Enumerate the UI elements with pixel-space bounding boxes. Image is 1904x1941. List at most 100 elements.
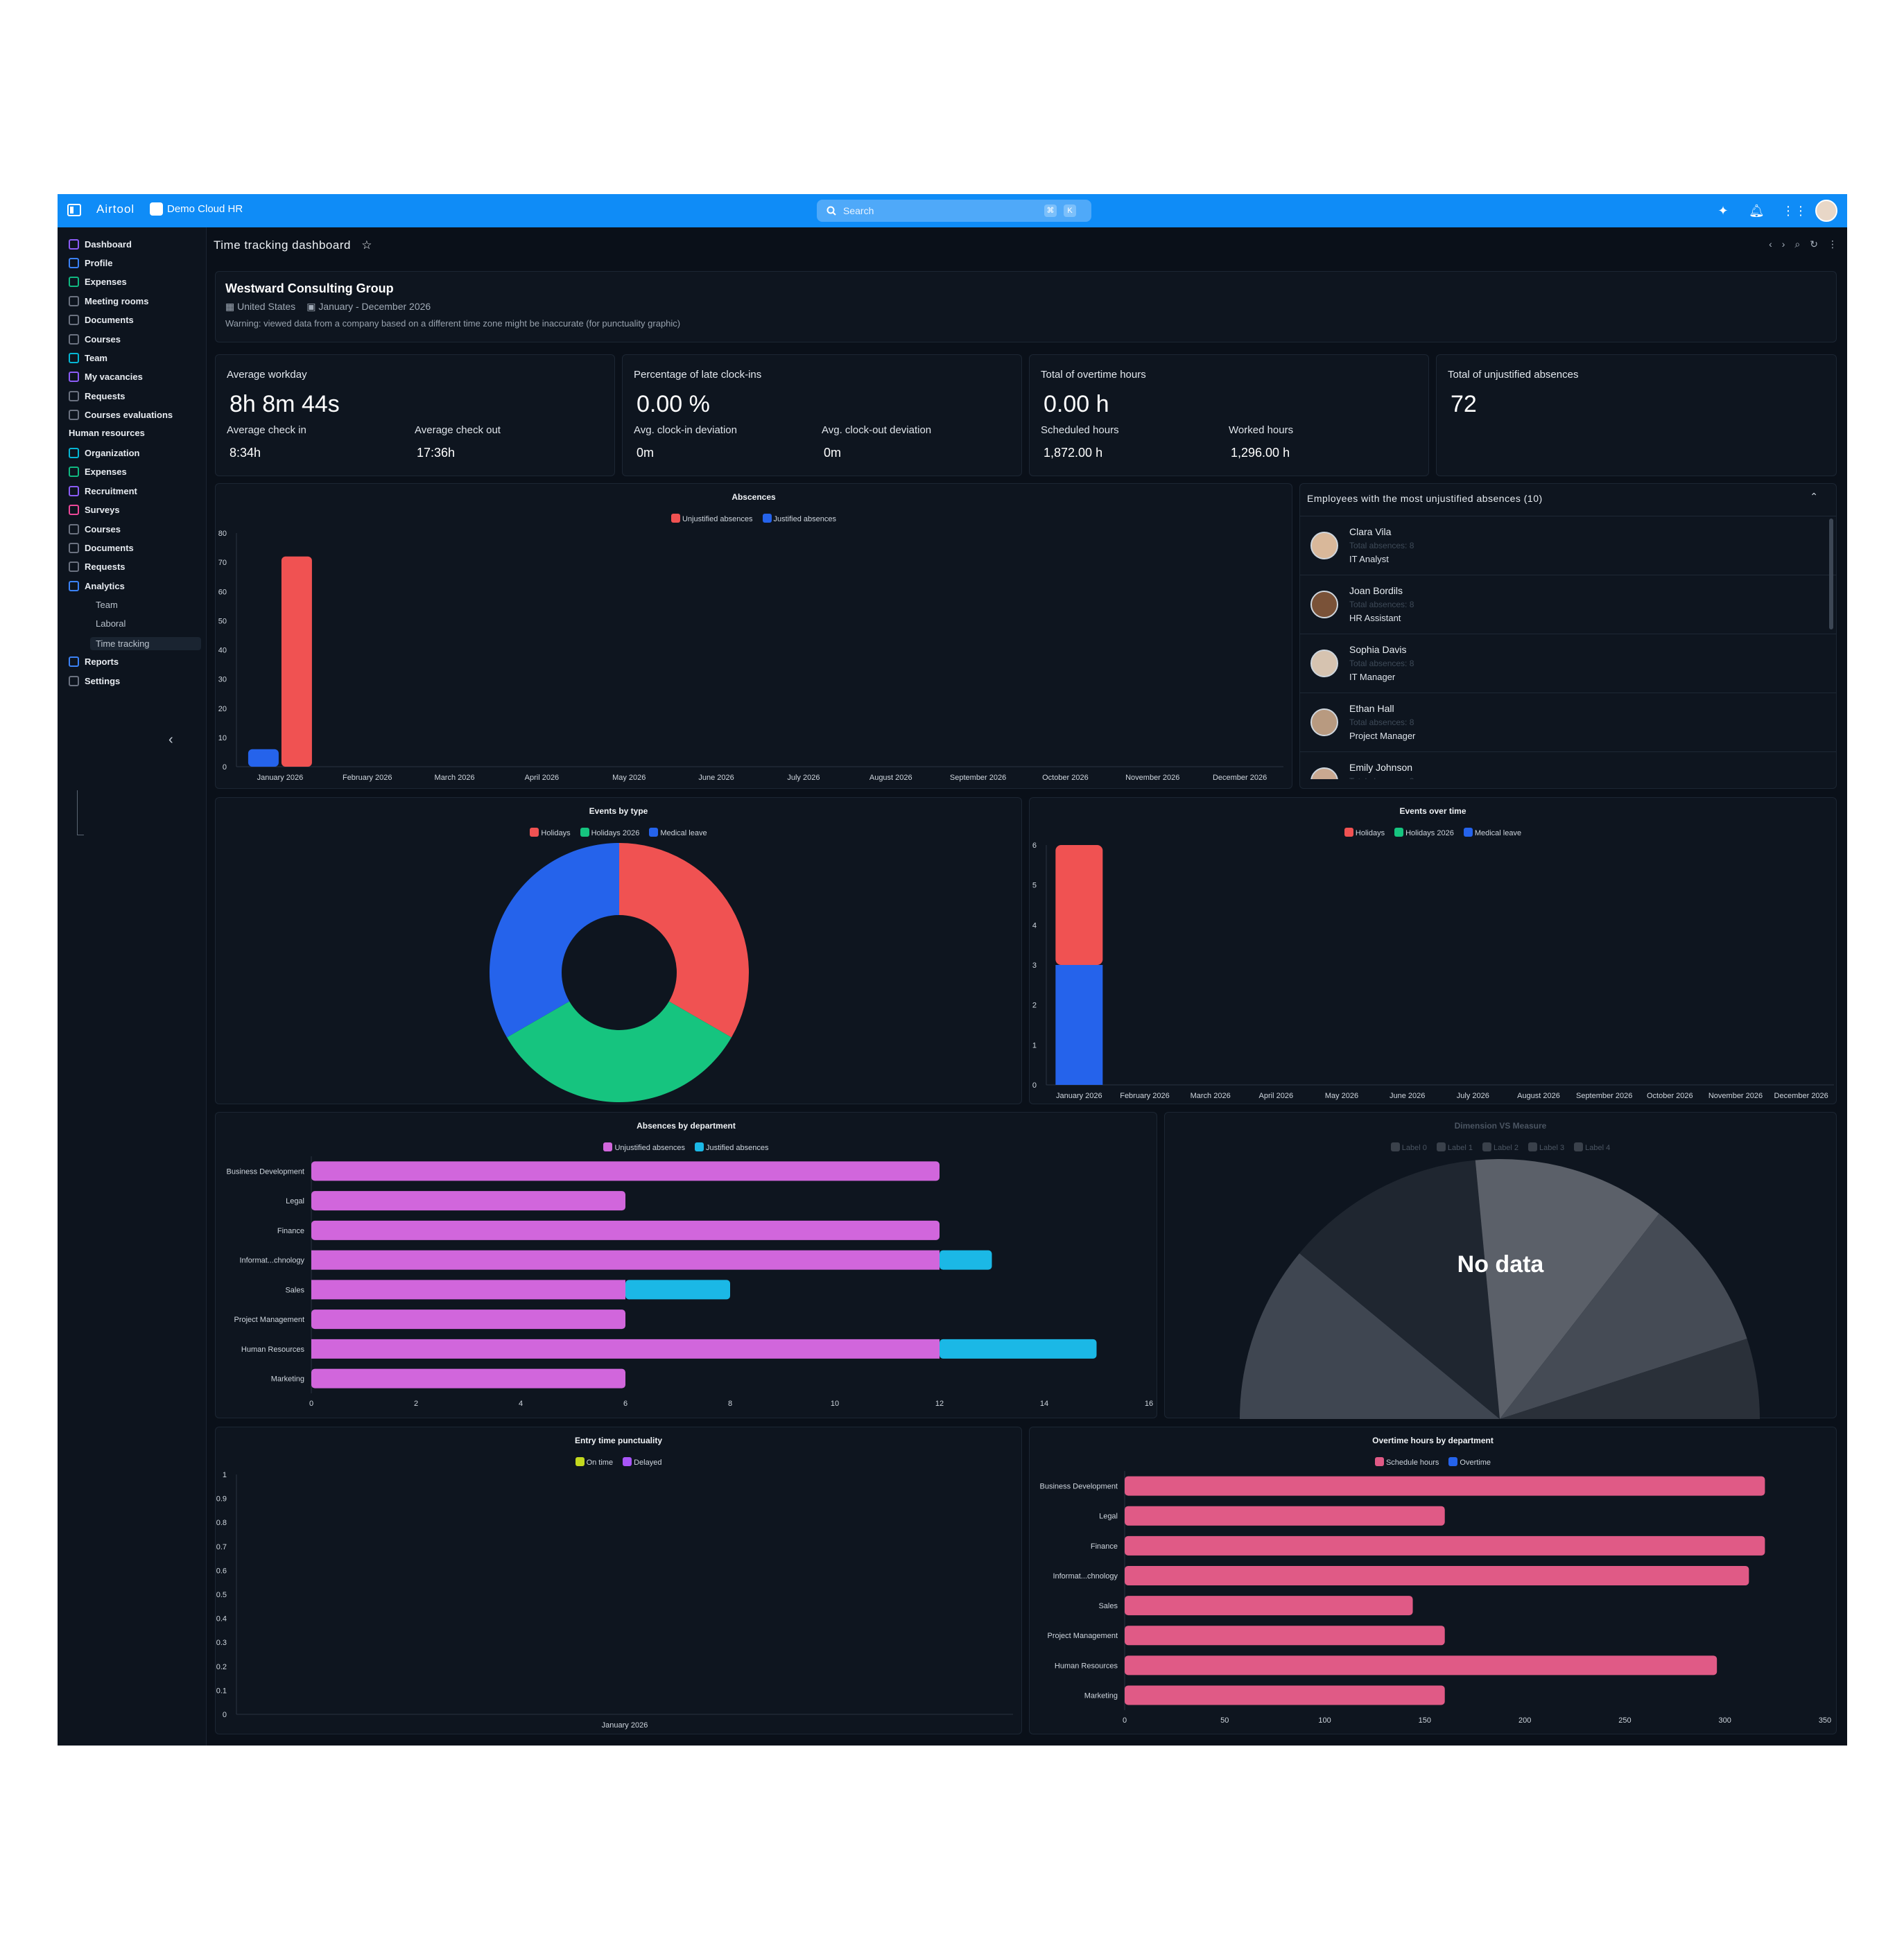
sidebar-item-courses-evaluations[interactable]: Courses evaluations [69, 408, 173, 423]
sidebar-hr-item-courses[interactable]: Courses [69, 521, 121, 537]
favorite-star-icon[interactable]: ☆ [361, 238, 372, 252]
sidebar-hr-item-surveys[interactable]: Surveys [69, 503, 120, 518]
sidebar-item-settings[interactable]: Settings [69, 673, 120, 688]
sidebar-item-icon [69, 390, 79, 401]
y-tick-label: Project Management [234, 1316, 305, 1324]
employee-row[interactable]: Emily Johnson Total absences: 8 Designer [1300, 751, 1836, 779]
sidebar-item-label: Documents [85, 315, 134, 326]
legend-item[interactable]: Unjustified absences [603, 1142, 685, 1152]
legend-item[interactable]: Label 4 [1574, 1142, 1610, 1152]
x-tick-label: June 2026 [1390, 1092, 1425, 1100]
list-scrollbar[interactable] [1829, 519, 1833, 629]
ai-sparkle-icon[interactable]: ✦ [1717, 204, 1729, 218]
sidebar-item-my-vacancies[interactable]: My vacancies [69, 369, 143, 385]
legend-item[interactable]: Justified absences [695, 1142, 769, 1152]
legend-item[interactable]: On time [575, 1457, 613, 1467]
bar-justified-absences [940, 1339, 1097, 1359]
sidebar-item-profile[interactable]: Profile [69, 255, 112, 270]
y-tick-label: Finance [277, 1227, 304, 1235]
legend-item[interactable]: Holidays 2026 [580, 828, 639, 837]
chart-legend: On time Delayed [216, 1457, 1021, 1467]
sidebar-item-requests[interactable]: Requests [69, 388, 126, 403]
y-tick-label: Marketing [1084, 1691, 1118, 1700]
employee-name: Sophia Davis [1349, 644, 1407, 655]
more-options-icon[interactable]: ⋮ [1828, 238, 1837, 250]
legend-item[interactable]: Medical leave [649, 828, 707, 837]
collapse-chevron-icon[interactable]: ⌃ [1810, 491, 1818, 502]
legend-item[interactable]: Holidays [1344, 828, 1385, 837]
kpi-sub-label: Avg. clock-in deviation [634, 424, 737, 436]
legend-item[interactable]: Delayed [623, 1457, 661, 1467]
legend-label: Unjustified absences [682, 515, 753, 523]
sidebar-item-documents[interactable]: Documents [69, 313, 134, 328]
kpi-average-workday: Average workday 8h 8m 44s Average check … [215, 354, 615, 476]
y-tick-label: 0.8 [216, 1519, 227, 1527]
search-page-icon[interactable]: ⌕ [1794, 238, 1801, 250]
sidebar-item-label: Settings [85, 675, 121, 686]
sidebar-sub-team[interactable]: Team [96, 599, 118, 610]
employee-total-absences: Total absences: 8 [1349, 541, 1414, 550]
legend-item[interactable]: Label 2 [1482, 1142, 1518, 1152]
kpi-value: 0.00 % [637, 391, 710, 417]
sidebar-hr-item-recruitment[interactable]: Recruitment [69, 483, 137, 498]
legend-label: Holidays 2026 [1405, 829, 1454, 837]
app-window: Airtool Demo Cloud HR ⌘ K ✦ 🔔︎ ⋮⋮ Dashbo… [58, 194, 1847, 1746]
nav-forward-icon[interactable]: › [1781, 238, 1785, 250]
sidebar-item-expenses[interactable]: Expenses [69, 275, 127, 290]
sidebar-item-icon [69, 333, 79, 345]
sidebar-hr-item-analytics[interactable]: Analytics [69, 578, 125, 593]
sidebar-hr-item-documents[interactable]: Documents [69, 540, 134, 555]
legend-item[interactable]: Holidays [530, 828, 571, 837]
sidebar-item-meeting-rooms[interactable]: Meeting rooms [69, 293, 148, 308]
notifications-bell-icon[interactable]: 🔔︎ [1749, 204, 1765, 218]
legend-item[interactable]: Unjustified absences [670, 514, 753, 523]
chart-legend: Unjustified absences Justified absences [216, 1142, 1157, 1152]
sidebar-item-icon [69, 257, 79, 268]
collapse-sidebar-icon[interactable]: ‹ [168, 732, 173, 747]
donut-slice-holidays [619, 843, 749, 1038]
sidebar-sub-time-tracking[interactable]: Time tracking [90, 637, 201, 651]
legend-item[interactable]: Schedule hours [1374, 1457, 1439, 1467]
kpi-value: 0.00 h [1044, 391, 1109, 417]
employee-row[interactable]: Sophia Davis Total absences: 8 IT Manage… [1300, 634, 1836, 693]
legend-item[interactable]: Medical leave [1463, 828, 1521, 837]
sidebar-item-dashboard[interactable]: Dashboard [69, 236, 132, 252]
apps-grid-icon[interactable]: ⋮⋮ [1782, 204, 1807, 218]
company-name: Demo Cloud HR [167, 203, 243, 215]
employee-row[interactable]: Ethan Hall Total absences: 8 Project Man… [1300, 693, 1836, 751]
search-input[interactable] [843, 205, 1037, 216]
refresh-icon[interactable]: ↻ [1810, 238, 1818, 250]
page-title-text: Time tracking dashboard [214, 238, 351, 252]
bar-schedule-hours [1125, 1506, 1445, 1526]
sidebar-hr-item-organization[interactable]: Organization [69, 445, 139, 460]
company-switcher[interactable]: Demo Cloud HR [150, 202, 243, 216]
legend-item[interactable]: Label 3 [1528, 1142, 1564, 1152]
employee-row[interactable]: Joan Bordils Total absences: 8 HR Assist… [1300, 575, 1836, 634]
nav-back-icon[interactable]: ‹ [1769, 238, 1772, 250]
sidebar-toggle-icon[interactable] [67, 204, 81, 216]
placeholder-slice [1299, 1160, 1500, 1419]
employees-list-title: Employees with the most unjustified abse… [1307, 493, 1543, 504]
sidebar-item-team[interactable]: Team [69, 350, 107, 365]
legend-item[interactable]: Justified absences [762, 514, 836, 523]
y-tick-label: Sales [1098, 1602, 1118, 1610]
sidebar-item-reports[interactable]: Reports [69, 654, 119, 670]
app-brand[interactable]: Airtool [96, 202, 135, 216]
employee-row[interactable]: Clara Vila Total absences: 8 IT Analyst [1300, 516, 1836, 575]
sidebar-hr-item-requests[interactable]: Requests [69, 559, 126, 575]
y-tick-label: 30 [218, 676, 227, 684]
country-text: United States [237, 301, 296, 312]
user-avatar[interactable] [1815, 200, 1837, 222]
chart-title: Abscences [732, 492, 776, 502]
search-box[interactable]: ⌘ K [817, 200, 1091, 222]
legend-swatch [695, 1142, 704, 1151]
legend-item[interactable]: Label 1 [1436, 1142, 1473, 1152]
legend-item[interactable]: Holidays 2026 [1394, 828, 1454, 837]
y-tick-label: 0 [223, 1711, 227, 1719]
legend-swatch [603, 1142, 613, 1151]
legend-item[interactable]: Label 0 [1390, 1142, 1427, 1152]
legend-item[interactable]: Overtime [1448, 1457, 1491, 1467]
sidebar-hr-item-expenses[interactable]: Expenses [69, 464, 127, 480]
sidebar-item-courses[interactable]: Courses [69, 331, 121, 347]
sidebar-sub-laboral[interactable]: Laboral [96, 618, 126, 629]
